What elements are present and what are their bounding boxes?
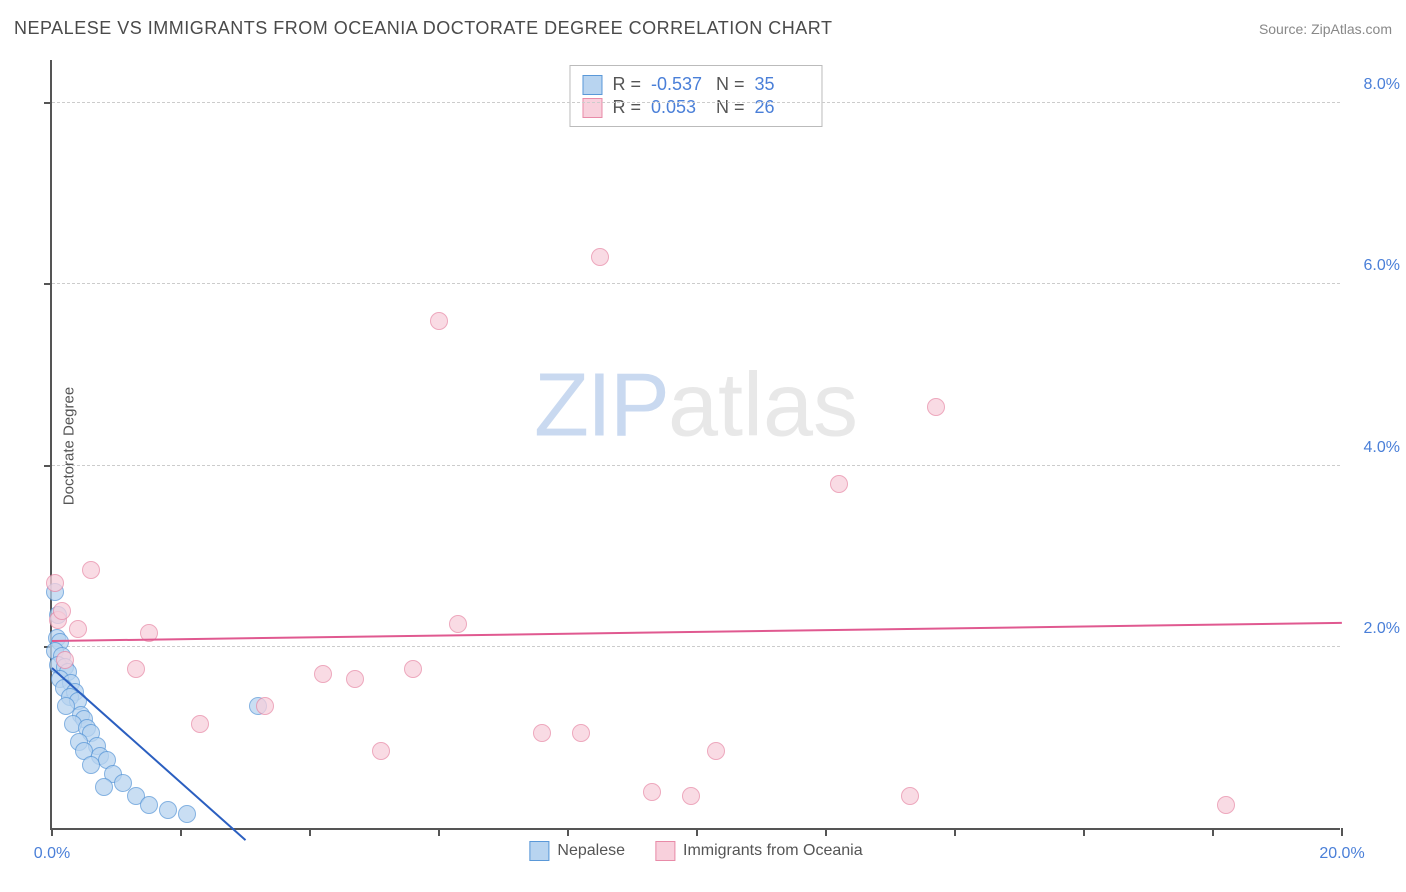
x-tick (180, 828, 182, 836)
x-tick-label: 20.0% (1319, 845, 1364, 863)
x-tick (438, 828, 440, 836)
stats-row: R = -0.537 N = 35 (582, 74, 809, 95)
x-tick (51, 828, 53, 836)
scatter-point (82, 756, 100, 774)
legend-item: Immigrants from Oceania (655, 841, 863, 861)
stats-row: R = 0.053 N = 26 (582, 97, 809, 118)
scatter-point (372, 742, 390, 760)
scatter-point (191, 715, 209, 733)
scatter-point (449, 615, 467, 633)
scatter-point (178, 805, 196, 823)
x-tick (1083, 828, 1085, 836)
bottom-legend: Nepalese Immigrants from Oceania (529, 841, 862, 861)
scatter-point (82, 561, 100, 579)
source-label: Source: ZipAtlas.com (1259, 21, 1392, 37)
n-value: 35 (755, 74, 810, 95)
n-label: N = (716, 97, 745, 118)
gridline (52, 283, 1340, 284)
scatter-point (533, 724, 551, 742)
scatter-point (314, 665, 332, 683)
scatter-point (69, 620, 87, 638)
x-tick (567, 828, 569, 836)
scatter-point (346, 670, 364, 688)
scatter-point (572, 724, 590, 742)
scatter-point (901, 787, 919, 805)
x-tick (1341, 828, 1343, 836)
legend-swatch (529, 841, 549, 861)
r-label: R = (612, 74, 641, 95)
y-tick (44, 465, 52, 467)
scatter-point (159, 801, 177, 819)
legend-swatch (582, 75, 602, 95)
y-tick (44, 102, 52, 104)
plot-area: ZIPatlas R =-0.537N =35R =0.053N =26 Nep… (50, 60, 1340, 830)
chart-title: NEPALESE VS IMMIGRANTS FROM OCEANIA DOCT… (14, 18, 832, 39)
gridline (52, 102, 1340, 103)
legend-label: Immigrants from Oceania (683, 842, 863, 860)
r-value: 0.053 (651, 97, 706, 118)
scatter-point (707, 742, 725, 760)
scatter-point (830, 475, 848, 493)
gridline (52, 465, 1340, 466)
r-label: R = (612, 97, 641, 118)
y-tick-label: 6.0% (1364, 257, 1400, 275)
scatter-point (53, 602, 71, 620)
scatter-point (95, 778, 113, 796)
x-tick (1212, 828, 1214, 836)
scatter-point (127, 660, 145, 678)
y-tick-label: 8.0% (1364, 76, 1400, 94)
scatter-point (140, 796, 158, 814)
y-tick (44, 283, 52, 285)
x-tick (954, 828, 956, 836)
scatter-point (404, 660, 422, 678)
legend-label: Nepalese (557, 842, 625, 860)
legend-swatch (582, 98, 602, 118)
x-tick (309, 828, 311, 836)
correlation-stats-box: R = -0.537 N = 35 R = 0.053 N = 26 (569, 65, 822, 127)
n-value: 26 (755, 97, 810, 118)
scatter-point (256, 697, 274, 715)
y-tick-label: 4.0% (1364, 439, 1400, 457)
y-tick-label: 2.0% (1364, 620, 1400, 638)
r-value: -0.537 (651, 74, 706, 95)
scatter-point (591, 248, 609, 266)
n-label: N = (716, 74, 745, 95)
scatter-point (1217, 796, 1235, 814)
scatter-point (46, 574, 64, 592)
scatter-point (643, 783, 661, 801)
x-tick (696, 828, 698, 836)
x-tick-label: 0.0% (34, 845, 70, 863)
gridline (52, 646, 1340, 647)
regression-line (52, 622, 1342, 642)
scatter-point (927, 398, 945, 416)
watermark: ZIPatlas (534, 354, 858, 457)
legend-swatch (655, 841, 675, 861)
x-tick (825, 828, 827, 836)
scatter-point (682, 787, 700, 805)
scatter-point (430, 312, 448, 330)
legend-item: Nepalese (529, 841, 625, 861)
scatter-point (56, 651, 74, 669)
